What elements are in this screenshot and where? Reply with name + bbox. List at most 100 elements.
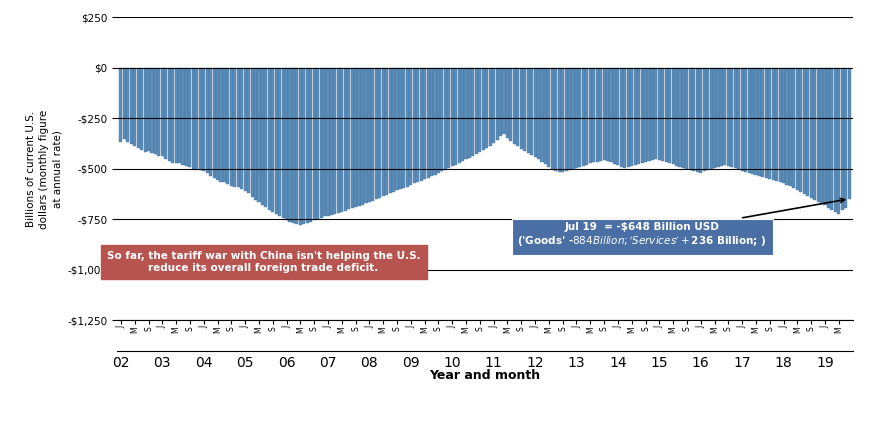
Bar xyxy=(140,68,143,150)
Bar xyxy=(813,68,815,200)
Bar xyxy=(399,68,401,189)
Bar xyxy=(236,68,240,187)
Bar xyxy=(371,68,374,201)
Bar xyxy=(298,68,302,225)
Bar xyxy=(289,68,291,222)
Bar xyxy=(454,68,457,165)
Bar xyxy=(743,68,746,172)
Bar xyxy=(447,68,450,168)
Bar xyxy=(216,68,219,180)
Bar xyxy=(678,68,680,167)
Bar xyxy=(168,68,170,161)
Bar xyxy=(602,68,605,160)
Bar xyxy=(333,68,336,214)
X-axis label: Year and month: Year and month xyxy=(429,369,540,382)
Bar xyxy=(461,68,463,161)
Bar xyxy=(699,68,701,173)
Bar xyxy=(595,68,598,162)
Bar xyxy=(175,68,177,164)
Bar xyxy=(515,68,519,146)
Bar xyxy=(250,68,254,197)
Bar xyxy=(257,68,260,202)
Bar xyxy=(829,68,833,210)
Bar xyxy=(157,68,160,156)
Bar xyxy=(561,68,564,172)
Bar xyxy=(233,68,236,187)
Bar xyxy=(657,68,660,160)
Bar xyxy=(202,68,205,171)
Bar xyxy=(540,68,543,162)
Bar xyxy=(364,68,367,203)
Bar xyxy=(615,68,619,165)
Bar xyxy=(719,68,722,166)
Bar xyxy=(653,68,657,159)
Bar xyxy=(295,68,298,224)
Bar xyxy=(785,68,787,185)
Bar xyxy=(354,68,357,207)
Bar xyxy=(512,68,515,144)
Bar xyxy=(450,68,454,166)
Bar xyxy=(154,68,156,154)
Bar xyxy=(764,68,767,177)
Bar xyxy=(357,68,360,206)
Bar xyxy=(271,68,274,212)
Bar xyxy=(846,68,850,199)
Bar xyxy=(753,68,757,175)
Bar xyxy=(436,68,440,173)
Bar xyxy=(702,68,705,171)
Bar xyxy=(547,68,550,167)
Bar xyxy=(343,68,347,211)
Bar xyxy=(388,68,391,194)
Bar xyxy=(336,68,340,213)
Bar xyxy=(457,68,461,163)
Bar xyxy=(629,68,633,166)
Bar xyxy=(729,68,733,167)
Bar xyxy=(781,68,784,184)
Bar xyxy=(733,68,736,168)
Bar xyxy=(685,68,687,169)
Bar xyxy=(660,68,664,161)
Bar xyxy=(182,68,184,165)
Bar xyxy=(123,68,126,139)
Bar xyxy=(375,68,377,199)
Bar xyxy=(709,68,712,169)
Bar xyxy=(519,68,522,149)
Bar xyxy=(302,68,305,224)
Bar xyxy=(191,68,195,169)
Bar xyxy=(198,68,202,170)
Bar xyxy=(760,68,764,177)
Bar xyxy=(164,68,167,159)
Bar xyxy=(802,68,805,194)
Bar xyxy=(261,68,263,205)
Bar xyxy=(822,68,826,205)
Bar xyxy=(264,68,267,208)
Bar xyxy=(247,68,250,194)
Bar xyxy=(481,68,484,150)
Bar xyxy=(606,68,608,161)
Bar xyxy=(126,68,129,142)
Bar xyxy=(554,68,557,171)
Bar xyxy=(254,68,256,201)
Bar xyxy=(650,68,653,160)
Bar xyxy=(240,68,243,189)
Bar xyxy=(647,68,650,161)
Bar xyxy=(415,68,419,182)
Bar xyxy=(826,68,829,208)
Bar xyxy=(508,68,512,141)
Bar xyxy=(778,68,780,183)
Bar xyxy=(229,68,233,186)
Bar xyxy=(688,68,691,170)
Bar xyxy=(312,68,315,220)
Bar xyxy=(474,68,477,154)
Bar xyxy=(612,68,615,164)
Bar xyxy=(640,68,643,163)
Bar xyxy=(347,68,350,209)
Bar xyxy=(713,68,715,168)
Bar xyxy=(268,68,270,210)
Bar xyxy=(574,68,577,168)
Bar xyxy=(816,68,819,202)
Bar xyxy=(736,68,740,169)
Bar xyxy=(626,68,629,167)
Bar xyxy=(567,68,570,170)
Bar xyxy=(209,68,212,176)
